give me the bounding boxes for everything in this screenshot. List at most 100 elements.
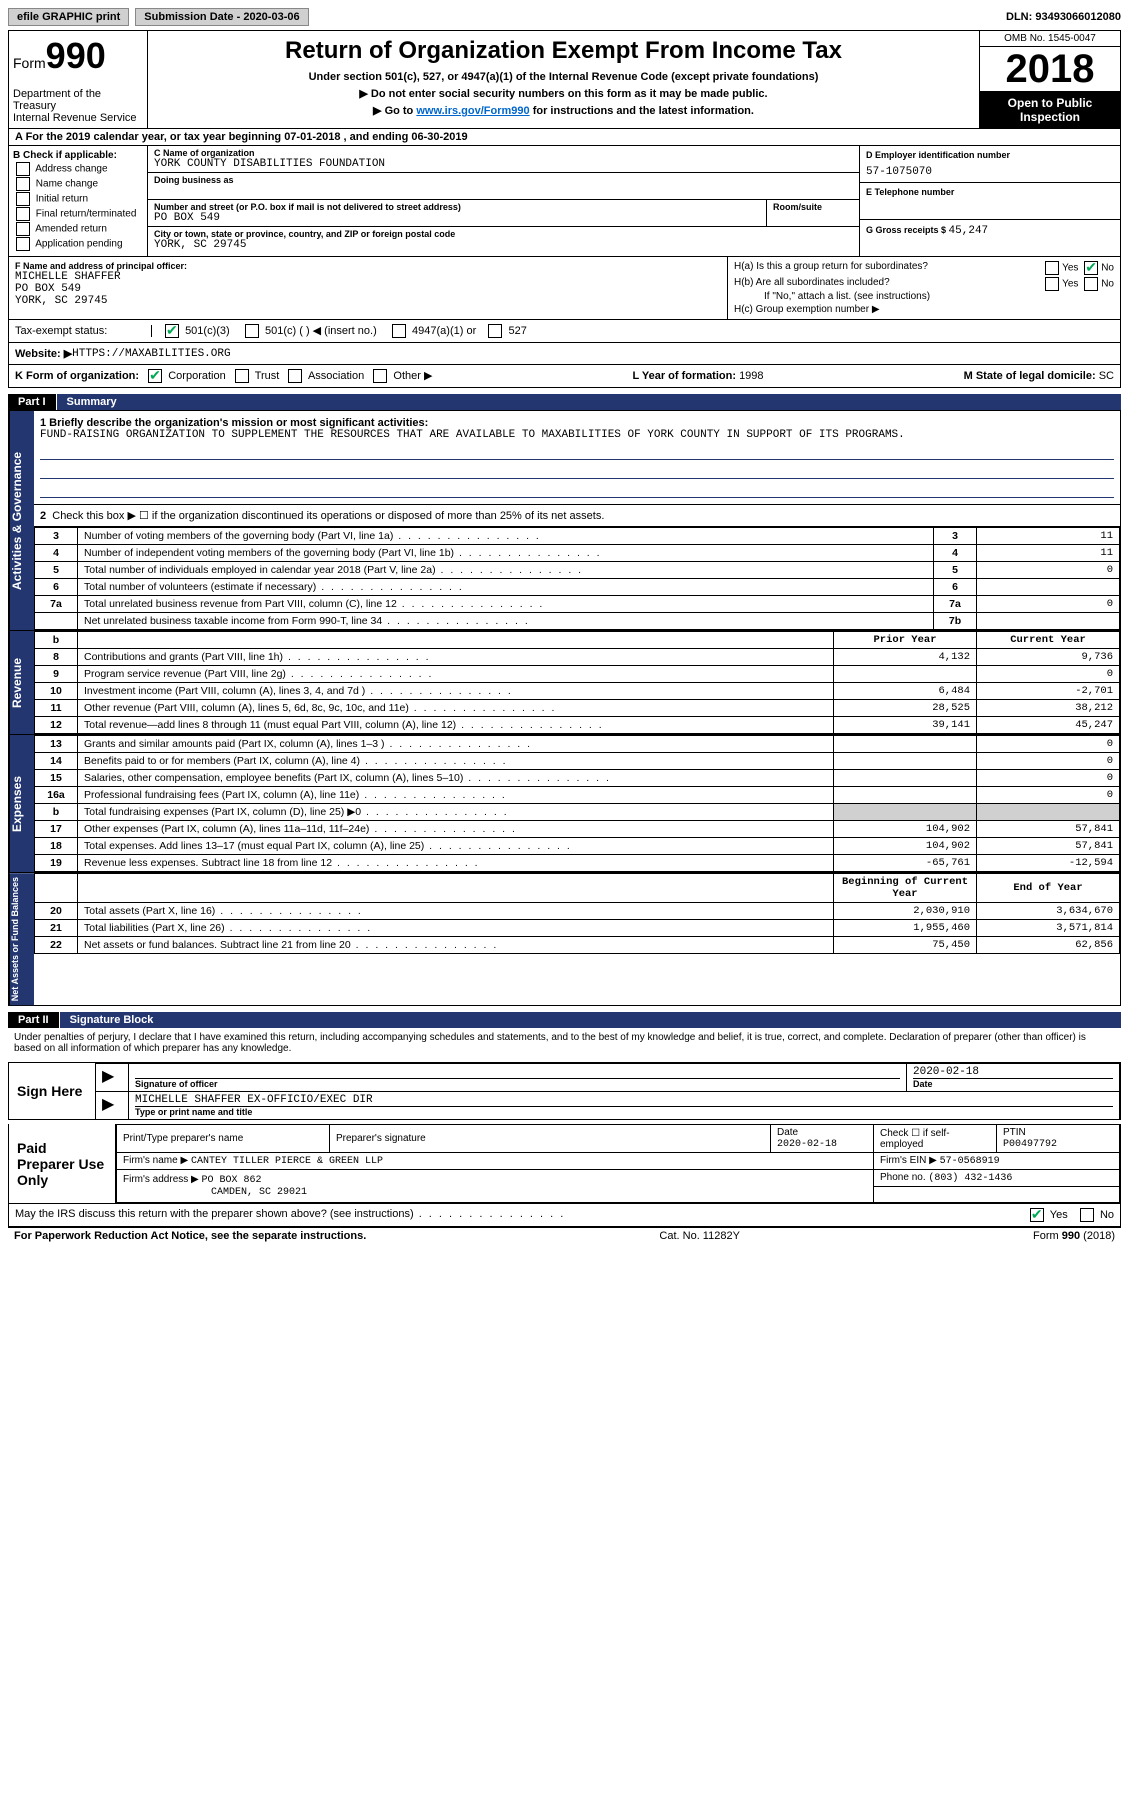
current-year-value: 0 [977, 787, 1120, 804]
officer-name-cell: MICHELLE SHAFFER EX-OFFICIO/EXEC DIR Typ… [129, 1092, 1120, 1119]
line-text: Total liabilities (Part X, line 26) [78, 920, 834, 937]
line-box: 7a [934, 596, 977, 613]
current-year-value: 0 [977, 753, 1120, 770]
line-value [977, 613, 1120, 630]
submission-date-button[interactable]: Submission Date - 2020-03-06 [135, 8, 308, 26]
discuss-options: Yes No [1027, 1208, 1114, 1222]
mission-value: FUND-RAISING ORGANIZATION TO SUPPLEMENT … [40, 429, 1114, 441]
no-label: No [1101, 263, 1114, 274]
part-ii-header: Part II Signature Block [8, 1012, 1121, 1028]
prior-year-value: -65,761 [834, 855, 977, 872]
ha-yes-checkbox[interactable] [1045, 261, 1059, 275]
cb-name-change[interactable]: Name change [13, 177, 143, 191]
table-header-row: b Prior Year Current Year [35, 632, 1120, 649]
line-text: Benefits paid to or for members (Part IX… [78, 753, 834, 770]
table-header-row: Beginning of Current Year End of Year [35, 874, 1120, 903]
officer-addr2: YORK, SC 29745 [15, 295, 721, 307]
current-year-value: 45,247 [977, 717, 1120, 734]
cb-other[interactable] [373, 369, 387, 383]
line-num: 7a [35, 596, 78, 613]
cb-label: Final return/terminated [36, 209, 137, 220]
officer-print-name: MICHELLE SHAFFER EX-OFFICIO/EXEC DIR [135, 1094, 1113, 1106]
phone-label: E Telephone number [866, 187, 1114, 197]
opt-501c: 501(c) ( ) ◀ (insert no.) [265, 325, 377, 337]
discuss-no-checkbox[interactable] [1080, 1208, 1094, 1222]
cb-trust[interactable] [235, 369, 249, 383]
table-row: 7a Total unrelated business revenue from… [35, 596, 1120, 613]
hb-no-checkbox[interactable] [1084, 277, 1098, 291]
group-return-section: H(a) Is this a group return for subordin… [728, 257, 1120, 319]
officer-sig-cell: Signature of officer [129, 1064, 907, 1091]
part-i-header: Part I Summary [8, 394, 1121, 410]
part-ii-title: Signature Block [60, 1012, 1121, 1028]
table-row: 3 Number of voting members of the govern… [35, 528, 1120, 545]
cb-initial-return[interactable]: Initial return [13, 192, 143, 206]
arrow-icon: ▶ [96, 1064, 129, 1091]
gross-receipts-cell: G Gross receipts $ 45,247 [860, 220, 1120, 256]
vtab-revenue: Revenue [9, 631, 34, 734]
col-prior-header: Prior Year [834, 632, 977, 649]
cb-address-change[interactable]: Address change [13, 162, 143, 176]
org-name-cell: C Name of organization YORK COUNTY DISAB… [148, 146, 859, 173]
dba-label: Doing business as [154, 175, 853, 185]
table-row: 22 Net assets or fund balances. Subtract… [35, 937, 1120, 954]
k-label: K Form of organization: [15, 370, 139, 382]
opt-corp: Corporation [168, 370, 225, 382]
table-row: 16a Professional fundraising fees (Part … [35, 787, 1120, 804]
ha-row: H(a) Is this a group return for subordin… [734, 261, 1114, 275]
netassets-table: Beginning of Current Year End of Year20 … [34, 873, 1120, 954]
cb-label: Application pending [35, 239, 122, 250]
cb-assoc[interactable] [288, 369, 302, 383]
line-text: Net unrelated business taxable income fr… [78, 613, 934, 630]
line-text: Salaries, other compensation, employee b… [78, 770, 834, 787]
current-year-value: 0 [977, 736, 1120, 753]
efile-button[interactable]: efile GRAPHIC print [8, 8, 129, 26]
street-label: Number and street (or P.O. box if mail i… [154, 202, 760, 212]
end-value: 3,571,814 [977, 920, 1120, 937]
table-row: b Total fundraising expenses (Part IX, c… [35, 804, 1120, 821]
cb-527[interactable] [488, 324, 502, 338]
section-bcdefg: B Check if applicable: Address change Na… [8, 146, 1121, 257]
row-a-tax-period: A For the 2019 calendar year, or tax yea… [8, 129, 1121, 146]
ptin-cell: PTINP00497792 [997, 1125, 1120, 1153]
firm-ein-cell: Firm's EIN ▶ 57-0568919 [874, 1153, 1120, 1170]
prior-year-value [834, 753, 977, 770]
table-row: 19 Revenue less expenses. Subtract line … [35, 855, 1120, 872]
firm-name-cell: Firm's name ▶ CANTEY TILLER PIERCE & GRE… [117, 1153, 874, 1170]
cb-4947[interactable] [392, 324, 406, 338]
line-num: 3 [35, 528, 78, 545]
cb-corp[interactable] [148, 369, 162, 383]
cb-app-pending[interactable]: Application pending [13, 237, 143, 251]
opt-527: 527 [508, 325, 526, 337]
street-row: Number and street (or P.O. box if mail i… [148, 200, 859, 227]
current-year-value: 0 [977, 666, 1120, 683]
gross-label: G Gross receipts $ [866, 225, 949, 235]
form-number: Form990 [13, 35, 143, 77]
cb-final-return[interactable]: Final return/terminated [13, 207, 143, 221]
officer-label: F Name and address of principal officer: [15, 261, 721, 271]
ha-no-checkbox[interactable] [1084, 261, 1098, 275]
current-year-value: 9,736 [977, 649, 1120, 666]
cb-amended-return[interactable]: Amended return [13, 222, 143, 236]
blank [78, 874, 834, 903]
line-num: 6 [35, 579, 78, 596]
prior-year-value [834, 770, 977, 787]
hb-row: H(b) Are all subordinates included? Yes … [734, 277, 1114, 291]
hb-yes-checkbox[interactable] [1045, 277, 1059, 291]
city-value: YORK, SC 29745 [154, 239, 853, 251]
col-end-header: End of Year [977, 874, 1120, 903]
m-value: SC [1099, 370, 1114, 382]
cb-501c[interactable] [245, 324, 259, 338]
discuss-yes-checkbox[interactable] [1030, 1208, 1044, 1222]
line-value [977, 579, 1120, 596]
room-cell: Room/suite [767, 200, 859, 226]
cb-501c3[interactable] [165, 324, 179, 338]
line-text: Total assets (Part X, line 16) [78, 903, 834, 920]
footer-mid: Cat. No. 11282Y [659, 1230, 740, 1242]
table-row: Net unrelated business taxable income fr… [35, 613, 1120, 630]
current-year-value: 0 [977, 770, 1120, 787]
instructions-link[interactable]: www.irs.gov/Form990 [416, 105, 529, 117]
room-label: Room/suite [773, 202, 853, 212]
vtab-governance: Activities & Governance [9, 411, 34, 630]
sign-here-label: Sign Here [9, 1063, 96, 1119]
